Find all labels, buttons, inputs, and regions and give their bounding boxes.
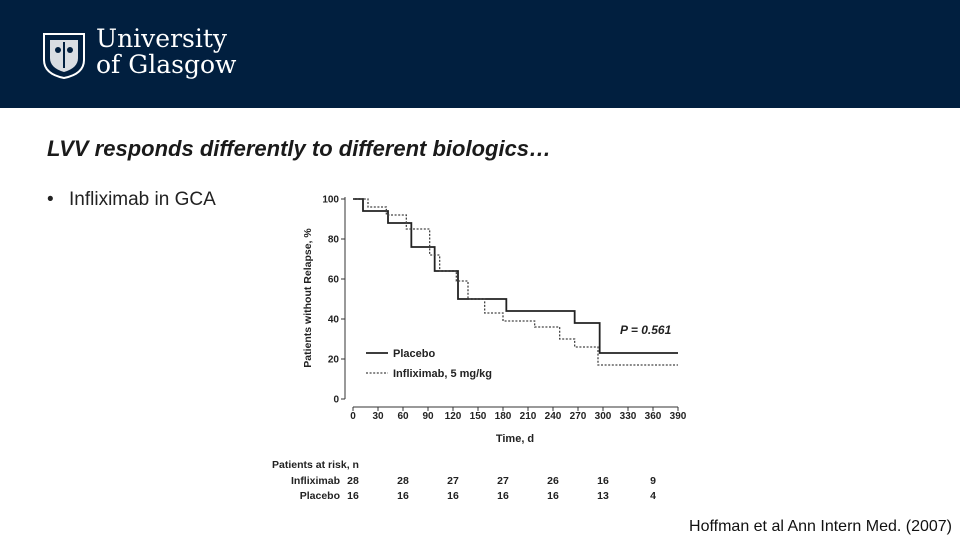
legend-label: Placebo [393, 348, 435, 360]
university-crest-icon [43, 33, 85, 80]
risk-value: 27 [447, 475, 459, 487]
risk-value: 13 [597, 490, 609, 502]
x-tick-label: 180 [495, 411, 512, 422]
y-tick-label: 60 [328, 275, 340, 286]
risk-value: 26 [547, 475, 559, 487]
risk-value: 27 [497, 475, 509, 487]
risk-table: Patients at risk, n Infliximab 28 28 27 27 26… [272, 459, 656, 502]
risk-value: 16 [597, 475, 609, 487]
risk-row-label: Infliximab [291, 475, 340, 487]
x-axis-label: Time, d [496, 433, 534, 445]
risk-value: 4 [650, 490, 656, 502]
x-tick-label: 390 [670, 411, 687, 422]
logo-line-1: University [96, 24, 228, 53]
series-line-infliximab [353, 198, 678, 366]
university-logo-text: University of Glasgow [96, 26, 236, 78]
citation: Hoffman et al Ann Intern Med. (2007) [689, 518, 952, 535]
x-tick-label: 90 [422, 411, 434, 422]
x-tick-label: 0 [350, 411, 356, 422]
x-tick-label: 210 [520, 411, 537, 422]
risk-value: 16 [397, 490, 409, 502]
legend-label: Infliximab, 5 mg/kg [393, 368, 492, 380]
risk-value: 9 [650, 475, 656, 487]
x-tick-label: 150 [470, 411, 487, 422]
y-tick-label: 100 [322, 195, 339, 206]
x-tick-label: 300 [595, 411, 612, 422]
series-group [353, 198, 678, 366]
y-tick-label: 20 [328, 355, 340, 366]
bullet-text: Infliximab in GCA [69, 189, 216, 210]
header-bar: University of Glasgow [0, 0, 960, 108]
axes-group: 0 20 40 60 80 100 0 30 60 90 120 150 180 210 240 270 300… [322, 195, 686, 423]
risk-value: 28 [397, 475, 409, 487]
x-tick-label: 120 [445, 411, 462, 422]
bullet-item: • Infliximab in GCA [47, 189, 216, 211]
risk-table-title: Patients at risk, n [272, 459, 359, 471]
y-tick-label: 40 [328, 315, 340, 326]
risk-row-label: Placebo [300, 490, 340, 502]
x-tick-label: 60 [397, 411, 409, 422]
slide-title: LVV responds differently to different bi… [47, 136, 552, 161]
y-tick-label: 0 [333, 395, 339, 406]
risk-value: 16 [447, 490, 459, 502]
x-tick-label: 270 [570, 411, 587, 422]
x-tick-label: 360 [645, 411, 662, 422]
risk-value: 16 [547, 490, 559, 502]
y-axis-label: Patients without Relapse, % [302, 228, 314, 368]
logo-line-2: of Glasgow [96, 50, 237, 79]
bullet-icon: • [47, 189, 54, 210]
legend: Placebo Infliximab, 5 mg/kg [366, 348, 492, 380]
p-value-annotation: P = 0.561 [620, 323, 672, 337]
x-tick-label: 240 [545, 411, 562, 422]
x-tick-label: 330 [620, 411, 637, 422]
risk-value: 28 [347, 475, 359, 487]
y-tick-label: 80 [328, 235, 340, 246]
risk-value: 16 [497, 490, 509, 502]
risk-value: 16 [347, 490, 359, 502]
series-line-placebo [353, 198, 678, 354]
x-tick-label: 30 [372, 411, 384, 422]
